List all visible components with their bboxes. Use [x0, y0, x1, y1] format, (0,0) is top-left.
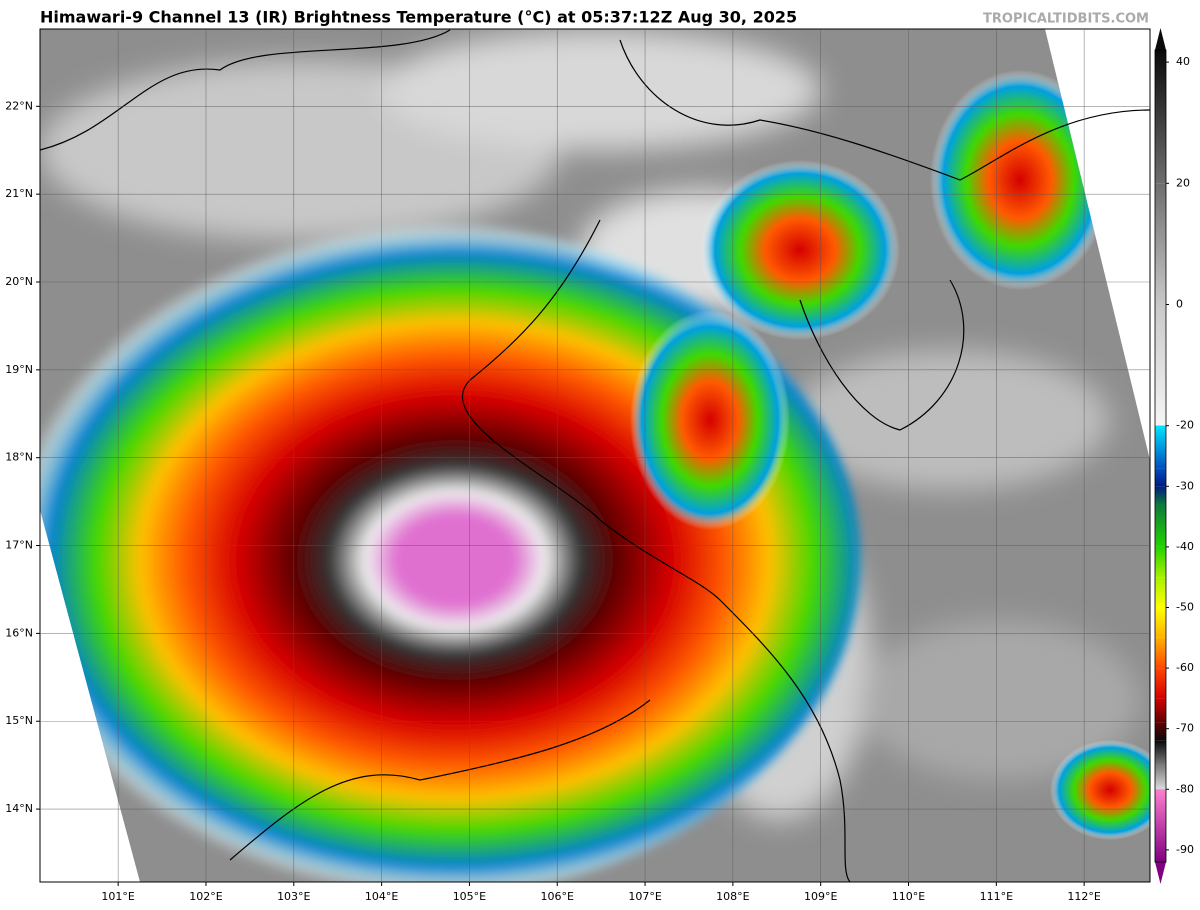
- colorbar-segment: [1155, 304, 1166, 426]
- colorbar-segment: [1155, 183, 1166, 305]
- colorbar-tick-label: -60: [1176, 661, 1194, 674]
- colorbar-segment: [1155, 50, 1166, 184]
- colorbar-segment: [1155, 504, 1166, 547]
- colorbar-segment: [1155, 788, 1166, 790]
- colorbar-segment: [1155, 668, 1166, 699]
- colorbar-tick-label: -90: [1176, 843, 1194, 856]
- y-tick-label: 22°N: [5, 99, 33, 112]
- colorbar-segment: [1155, 740, 1166, 766]
- x-tick-label: 102°E: [189, 890, 222, 903]
- title: Himawari-9 Channel 13 (IR) Brightness Te…: [40, 8, 797, 27]
- colorbar-segment: [1155, 577, 1166, 608]
- colorbar-segment: [1155, 468, 1166, 487]
- colorbar-segment: [1155, 425, 1166, 469]
- colorbar-segment: [1155, 546, 1166, 578]
- colorbar-segment: [1155, 765, 1166, 789]
- x-tick-label: 112°E: [1067, 890, 1100, 903]
- x-tick-label: 110°E: [892, 890, 925, 903]
- satellite-image: [40, 29, 1150, 882]
- colorbar-frame: [1154, 49, 1167, 863]
- colorbar-segment: [1155, 789, 1166, 862]
- y-tick-label: 14°N: [5, 802, 33, 815]
- colorbar-tick-label: -20: [1176, 419, 1194, 432]
- map-frame: [39, 28, 1151, 883]
- x-tick-label: 108°E: [716, 890, 749, 903]
- x-tick-label: 101°E: [101, 890, 134, 903]
- colorbar-tick-label: -80: [1176, 782, 1194, 795]
- y-tick-label: 16°N: [5, 626, 33, 639]
- x-tick-label: 103°E: [277, 890, 310, 903]
- colorbar-tick-label: 20: [1176, 176, 1190, 189]
- colorbar-bottom: [1155, 862, 1166, 884]
- x-tick-label: 111°E: [980, 890, 1013, 903]
- colorbar-tick-label: 0: [1176, 298, 1183, 311]
- colorbar-segment: [1155, 486, 1166, 505]
- x-tick-label: 106°E: [541, 890, 574, 903]
- colorbar-tick-label: -50: [1176, 600, 1194, 613]
- y-tick-label: 18°N: [5, 451, 33, 464]
- y-tick-label: 20°N: [5, 275, 33, 288]
- y-tick-label: 19°N: [5, 363, 33, 376]
- y-tick-label: 17°N: [5, 539, 33, 552]
- x-tick-label: 109°E: [804, 890, 837, 903]
- colorbar-segment: [1155, 698, 1166, 723]
- colorbar-segment: [1155, 425, 1166, 426]
- x-tick-label: 104°E: [365, 890, 398, 903]
- colorbar-segment: [1155, 607, 1166, 638]
- colorbar-segment: [1155, 637, 1166, 669]
- colorbar-tick-label: -40: [1176, 540, 1194, 553]
- credit: TROPICALTIDBITS.COM: [983, 12, 1149, 27]
- y-tick-label: 21°N: [5, 187, 33, 200]
- colorbar-tick-label: 40: [1176, 55, 1190, 68]
- x-tick-label: 105°E: [453, 890, 486, 903]
- colorbar-tick-label: -70: [1176, 722, 1194, 735]
- colorbar-top: [1155, 28, 1166, 50]
- colorbar-segment: [1155, 722, 1166, 741]
- y-tick-label: 15°N: [5, 714, 33, 727]
- colorbar-tick-label: -30: [1176, 479, 1194, 492]
- x-tick-label: 107°E: [628, 890, 661, 903]
